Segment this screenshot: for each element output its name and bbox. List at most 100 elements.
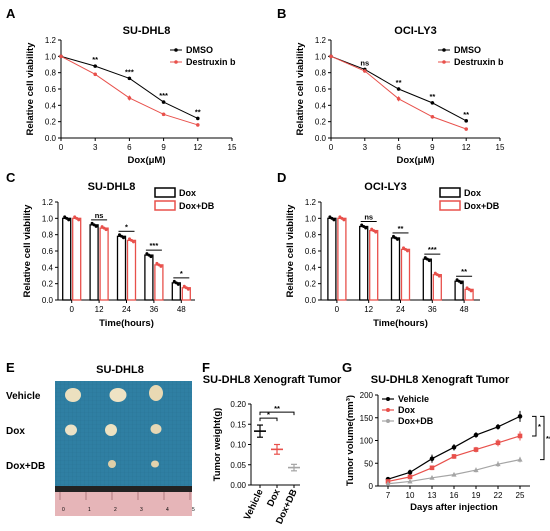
legend-swatch xyxy=(439,187,461,198)
significance-label: ns xyxy=(360,58,369,67)
x-tick-label: 16 xyxy=(450,491,459,500)
y-tick-label: 0.4 xyxy=(315,101,327,110)
bar-dot xyxy=(459,281,463,285)
tumor-doxdb-1 xyxy=(108,460,116,468)
y-tick-label: 0.00 xyxy=(230,481,246,490)
legend-label: DMSO xyxy=(454,45,481,55)
data-point xyxy=(451,445,457,450)
panel-label-c: C xyxy=(6,170,16,185)
y-tick-label: 0.0 xyxy=(305,296,317,305)
y-tick-label: 0.6 xyxy=(305,247,317,256)
data-point xyxy=(196,123,200,127)
y-tick-label: 1.2 xyxy=(305,198,317,207)
x-tick-label: 9 xyxy=(161,143,166,152)
data-point xyxy=(464,127,469,131)
legend-label: Dox+DB xyxy=(398,416,434,426)
x-tick-label: Dox xyxy=(265,487,283,509)
x-tick-label: 0 xyxy=(59,143,64,152)
bar-dot xyxy=(406,249,409,253)
data-point xyxy=(517,414,523,419)
data-point xyxy=(451,454,457,459)
data-point xyxy=(429,456,435,462)
bar-dot xyxy=(104,228,108,232)
significance-label: ** xyxy=(463,110,469,119)
y-tick-label: 1.0 xyxy=(305,214,317,223)
photo-edge xyxy=(55,486,192,492)
legend-marker xyxy=(386,408,390,412)
bar-dox xyxy=(144,254,154,301)
data-point xyxy=(473,447,479,452)
chart-g-tumor-volume: SU-DHL8 Xenograft Tumor 0 50 100 150 200 7 10 13… xyxy=(345,374,550,513)
y-tick-label: 0.4 xyxy=(42,263,54,272)
row-label-dox: Dox xyxy=(6,426,25,437)
significance-label: ** xyxy=(274,404,280,413)
bar-dox xyxy=(327,217,337,301)
bar-doxdb xyxy=(432,274,442,301)
y-tick-label: 0.2 xyxy=(42,280,54,289)
data-point xyxy=(517,433,523,439)
y-tick-label: 1.0 xyxy=(315,52,327,61)
bar-dot xyxy=(374,230,378,234)
series-line-destruxin xyxy=(330,55,467,130)
legend-label: Destruxin b xyxy=(186,57,236,67)
chart-title: SU-DHL8 Xenograft Tumor xyxy=(203,374,342,386)
bar-doxdb xyxy=(126,239,137,301)
y-tick-label: 0.4 xyxy=(305,263,317,272)
y-tick-label: 0 xyxy=(369,482,374,491)
legend-label: Vehicle xyxy=(398,394,429,404)
y-axis-label: Relative cell viability xyxy=(285,204,296,298)
y-tick-label: 0.15 xyxy=(230,420,246,429)
ruler-mark-label: 2 xyxy=(114,507,117,513)
significance-label: ** xyxy=(398,224,404,233)
significance-label: ns xyxy=(95,211,104,220)
x-tick-label: 9 xyxy=(430,143,435,152)
significance-label: ** xyxy=(396,78,402,87)
significance-label: * xyxy=(125,222,128,231)
bar-doxdb xyxy=(337,217,347,301)
data-point xyxy=(495,461,501,467)
y-tick-label: 0.05 xyxy=(230,461,246,470)
x-tick-label: 3 xyxy=(363,143,368,152)
significance-bracket xyxy=(259,411,295,416)
y-tick-label: 0.4 xyxy=(45,101,57,110)
significance-label: ** xyxy=(429,92,435,101)
bar-dox xyxy=(116,235,127,301)
y-tick-label: 0.0 xyxy=(42,296,54,305)
significance-label: ** xyxy=(195,107,201,116)
y-tick-label: 0.6 xyxy=(45,85,57,94)
significance-label: *** xyxy=(150,241,159,250)
x-axis-label: Dox(μM) xyxy=(397,155,435,166)
x-tick-label: 0 xyxy=(335,305,340,314)
panel-label-e: E xyxy=(6,360,15,375)
legend-label: Dox xyxy=(398,405,415,415)
legend-label: DMSO xyxy=(186,45,213,55)
data-point xyxy=(196,116,200,121)
bar-dot xyxy=(396,237,399,241)
x-axis-label: Time(hours) xyxy=(99,318,154,329)
y-tick-label: 1.0 xyxy=(42,214,54,223)
y-tick-label: 0.2 xyxy=(315,118,327,127)
y-tick-label: 100 xyxy=(360,437,374,446)
y-tick-label: 0.2 xyxy=(45,118,57,127)
y-tick-label: 150 xyxy=(360,414,374,423)
data-point xyxy=(127,96,132,100)
significance-bracket xyxy=(540,415,545,461)
legend-swatch xyxy=(154,187,176,198)
bar-dot xyxy=(67,218,71,222)
ruler-mark-label: 0 xyxy=(62,507,65,513)
y-tick-label: 0.8 xyxy=(315,69,327,78)
bar-dox xyxy=(454,280,464,301)
x-tick-label: 48 xyxy=(177,305,186,314)
tumor-vehicle-2 xyxy=(109,388,127,402)
bar-doxdb xyxy=(154,264,164,301)
bar-dot xyxy=(132,240,135,244)
x-tick-label: 24 xyxy=(396,305,405,314)
tumor-dox-3 xyxy=(150,424,162,434)
ruler-mark-label: 4 xyxy=(166,507,169,513)
data-point xyxy=(396,97,401,101)
x-tick-label: 12 xyxy=(462,143,471,152)
x-tick-label: 0 xyxy=(329,143,334,152)
data-point xyxy=(161,100,166,104)
y-tick-label: 0.20 xyxy=(230,400,246,409)
